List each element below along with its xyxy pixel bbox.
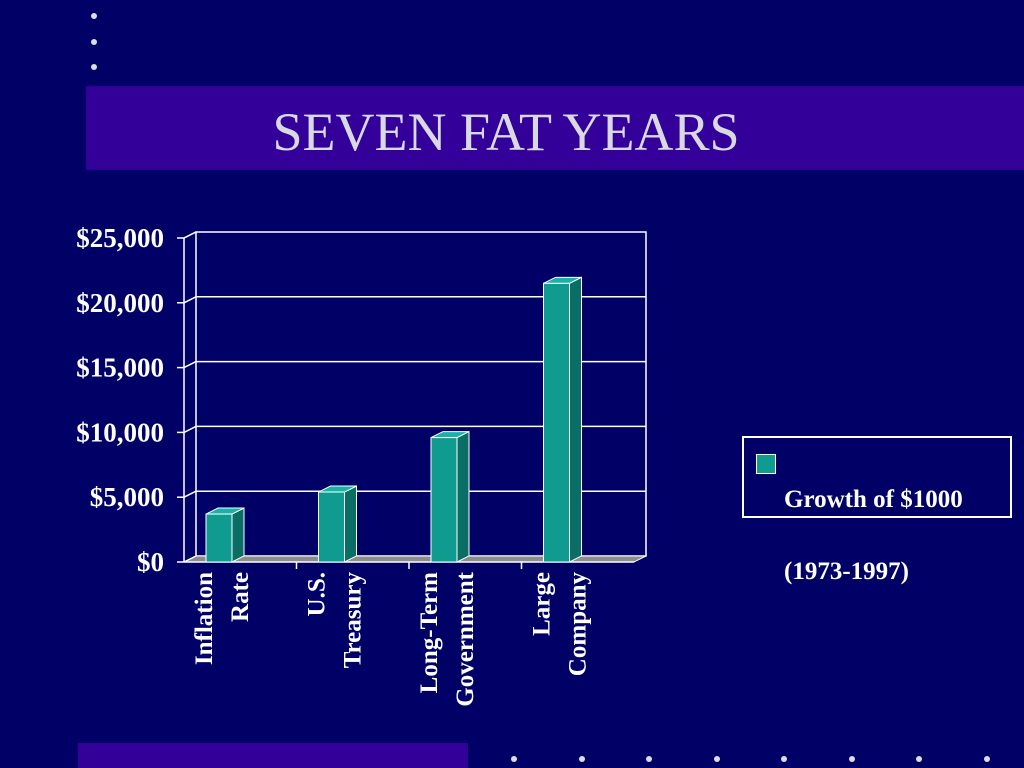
legend-label-line2: (1973-1997) bbox=[784, 558, 909, 585]
bar-3 bbox=[430, 430, 470, 563]
decor-dot-bottom bbox=[511, 756, 517, 762]
bar-front bbox=[318, 491, 345, 563]
decor-dot-bottom bbox=[916, 756, 922, 762]
gridline-side bbox=[183, 555, 197, 563]
bar-1 bbox=[205, 507, 245, 563]
bar-side bbox=[344, 485, 357, 563]
y-tick-label: $25,000 bbox=[76, 223, 164, 253]
title-band bbox=[86, 86, 1024, 170]
decor-dot-bottom bbox=[781, 756, 787, 762]
decor-dot-top-1 bbox=[91, 13, 97, 19]
bar-4 bbox=[543, 276, 582, 563]
gridline-side bbox=[183, 425, 197, 434]
y-axis-top bbox=[183, 231, 197, 239]
chart-axes bbox=[177, 231, 523, 569]
legend-label-line1: Growth of $1000 bbox=[784, 486, 963, 513]
bar-side bbox=[569, 276, 582, 563]
decor-dot-top-3 bbox=[91, 64, 97, 70]
y-tick-label: $10,000 bbox=[76, 417, 164, 447]
category-label: U.S. bbox=[304, 572, 331, 616]
bar-front bbox=[543, 282, 570, 563]
category-label: Company bbox=[565, 572, 592, 677]
decor-dot-bottom bbox=[983, 756, 990, 762]
y-tick-label: $20,000 bbox=[76, 288, 164, 318]
category-label: Rate bbox=[227, 572, 254, 622]
chart-bars bbox=[205, 276, 582, 563]
decor-dot-bottom bbox=[646, 756, 652, 762]
gridline-side bbox=[183, 490, 197, 498]
y-tick-label: $5,000 bbox=[90, 482, 164, 512]
decor-dot-bottom bbox=[578, 756, 585, 762]
bar-side bbox=[231, 507, 245, 563]
category-label: Large bbox=[529, 572, 556, 636]
slide-title: SEVEN FAT YEARS bbox=[272, 102, 740, 162]
bar-side bbox=[456, 430, 470, 563]
bar-front bbox=[430, 437, 458, 563]
bottom-band bbox=[78, 743, 468, 768]
chart-legend: Growth of $1000 (1973-1997) bbox=[742, 436, 1012, 585]
y-tick-label: $0 bbox=[137, 547, 164, 577]
decor-dot-bottom bbox=[713, 756, 720, 762]
y-tick-label: $15,000 bbox=[76, 353, 164, 383]
category-label: Treasury bbox=[340, 572, 367, 669]
gridline-side bbox=[183, 360, 197, 369]
bar-2 bbox=[318, 485, 357, 563]
bar-front bbox=[205, 513, 233, 563]
decor-dot-bottom bbox=[848, 756, 855, 762]
legend-swatch bbox=[756, 454, 776, 474]
category-label: Government bbox=[452, 571, 479, 706]
chart-labels: $0 $5,000 $10,000 $15,000 $20,000 $25,000 Infl… bbox=[76, 223, 591, 707]
decor-dot-top-2 bbox=[91, 39, 97, 45]
category-label: Inflation bbox=[191, 572, 218, 665]
gridline-side bbox=[183, 296, 197, 304]
legend-label: Growth of $1000 (1973-1997) bbox=[784, 446, 963, 626]
category-label: Long-Term bbox=[416, 572, 443, 693]
